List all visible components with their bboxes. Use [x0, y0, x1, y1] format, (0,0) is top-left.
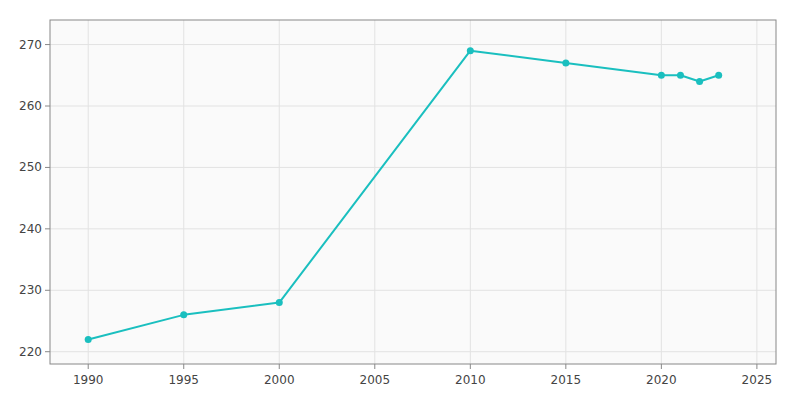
y-tick: [45, 167, 50, 168]
x-tick-label: 2015: [551, 373, 582, 387]
y-grid-line: [50, 351, 776, 352]
x-tick-label: 1995: [168, 373, 199, 387]
y-tick-label: 260: [19, 99, 42, 113]
line: [88, 51, 718, 340]
plot-area: [50, 20, 776, 364]
y-tick-label: 250: [19, 160, 42, 174]
x-grid-line: [661, 20, 662, 364]
point: [276, 299, 283, 306]
y-tick-label: 230: [19, 283, 42, 297]
x-tick-label: 2025: [742, 373, 773, 387]
x-tick-label: 2010: [455, 373, 486, 387]
y-tick: [45, 228, 50, 229]
y-tick-label: 220: [19, 345, 42, 359]
point: [180, 311, 187, 318]
series: [85, 47, 722, 343]
point: [658, 72, 665, 79]
point: [715, 72, 722, 79]
y-grid-line: [50, 44, 776, 45]
x-tick: [374, 364, 375, 369]
y-grid-line: [50, 167, 776, 168]
x-grid-line: [374, 20, 375, 364]
y-tick-label: 270: [19, 38, 42, 52]
point: [562, 60, 569, 67]
grid: [50, 20, 776, 364]
y-grid-line: [50, 228, 776, 229]
x-tick-label: 2000: [264, 373, 295, 387]
x-tick-label: 1990: [73, 373, 104, 387]
x-tick: [470, 364, 471, 369]
y-tick: [45, 351, 50, 352]
point: [696, 78, 703, 85]
x-tick: [661, 364, 662, 369]
plot-frame: [50, 20, 776, 364]
point: [677, 72, 684, 79]
x-tick: [183, 364, 184, 369]
y-tick-label: 240: [19, 222, 42, 236]
x-grid-line: [470, 20, 471, 364]
chart-svg: 1990 1995 2000 2005 2010 2015 2020 2025 220 230 24…: [0, 0, 800, 400]
point: [467, 47, 474, 54]
x-grid-line: [279, 20, 280, 364]
x-tick: [565, 364, 566, 369]
y-grid-line: [50, 106, 776, 107]
chart-container: 1990 1995 2000 2005 2010 2015 2020 2025 220 230 24…: [0, 0, 800, 400]
y-tick: [45, 44, 50, 45]
x-grid-line: [756, 20, 757, 364]
x-tick: [88, 364, 89, 369]
point: [85, 336, 92, 343]
x-tick-label: 2005: [360, 373, 391, 387]
x-grid-line: [88, 20, 89, 364]
x-tick: [279, 364, 280, 369]
y-grid-line: [50, 290, 776, 291]
y-tick: [45, 290, 50, 291]
y-tick: [45, 106, 50, 107]
x-tick-label: 2020: [646, 373, 677, 387]
x-tick: [756, 364, 757, 369]
axes: 1990 1995 2000 2005 2010 2015 2020 2025 220 230 24…: [19, 38, 772, 387]
x-grid-line: [565, 20, 566, 364]
